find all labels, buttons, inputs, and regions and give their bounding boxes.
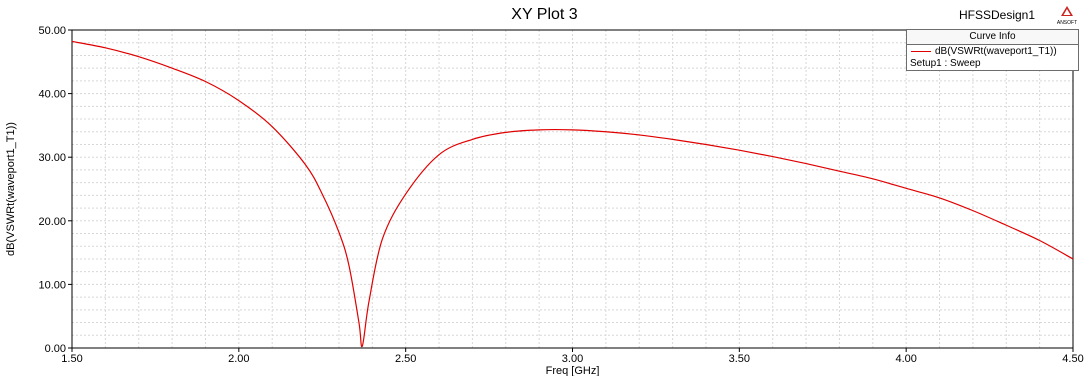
y-tick-label: 50.00 (38, 25, 66, 37)
y-tick-label: 40.00 (38, 89, 66, 101)
x-tick-label: 2.00 (228, 353, 249, 365)
y-tick-label: 20.00 (38, 216, 66, 228)
x-tick-label: 2.50 (395, 353, 416, 365)
y-axis-label: dB(VSWRt(waveport1_T1)) (5, 122, 17, 256)
legend-entry: dB(VSWRt(waveport1_T1)) (907, 45, 1078, 58)
design-name: HFSSDesign1 (958, 8, 1035, 22)
svg-text:ANSOFT: ANSOFT (1057, 20, 1077, 26)
plot-frame (71, 29, 1074, 349)
ansoft-logo-icon: ANSOFT (1056, 6, 1078, 26)
legend-line-swatch (911, 51, 931, 52)
x-tick-label: 4.50 (1062, 353, 1083, 365)
legend-entry-setup: Setup1 : Sweep (910, 58, 981, 69)
x-tick-label: 1.50 (61, 353, 82, 365)
series-line (71, 40, 1074, 348)
y-tick-label: 0.00 (45, 343, 66, 355)
x-tick-label: 3.00 (562, 353, 583, 365)
legend-title: Curve Info (907, 30, 1078, 45)
x-axis-label: Freq [GHz] (546, 365, 600, 376)
chart-title: XY Plot 3 (511, 6, 578, 23)
legend: Curve Info dB(VSWRt(waveport1_T1)) Setup… (906, 29, 1079, 71)
y-tick-label: 30.00 (38, 152, 66, 164)
y-tick-label: 10.00 (38, 279, 66, 291)
x-tick-label: 4.00 (895, 353, 916, 365)
x-tick-label: 3.50 (729, 353, 750, 365)
legend-entry-label: dB(VSWRt(waveport1_T1)) (935, 46, 1057, 57)
